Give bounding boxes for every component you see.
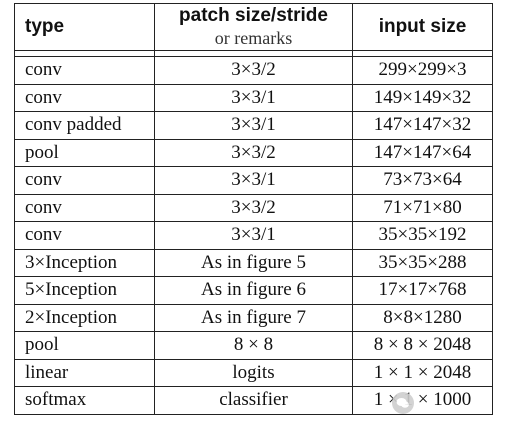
header-patch-line1: patch size/stride <box>179 5 328 26</box>
table-row: 2×Inception As in figure 7 8×8×1280 <box>14 304 493 332</box>
cell-type: conv <box>14 84 155 112</box>
cell-patch: As in figure 7 <box>154 304 353 332</box>
architecture-table: type patch size/stride or remarks input … <box>14 3 493 415</box>
cell-input: 299×299×3 <box>352 56 493 85</box>
cell-type: conv <box>14 166 155 195</box>
cell-patch: As in figure 6 <box>154 276 353 305</box>
cell-input: 147×147×64 <box>352 139 493 167</box>
table-row: pool 8 × 8 8 × 8 × 2048 <box>14 331 493 360</box>
cell-type: 5×Inception <box>14 276 155 305</box>
cell-patch: 3×3/1 <box>154 221 353 250</box>
cell-input: 73×73×64 <box>352 166 493 195</box>
architecture-table-container: type patch size/stride or remarks input … <box>14 3 493 415</box>
cell-patch: 3×3/1 <box>154 111 353 140</box>
table-row: softmax classifier 1 × 1 × 1000 <box>14 386 493 415</box>
cell-type: conv <box>14 56 155 85</box>
table-row: conv 3×3/1 73×73×64 <box>14 166 493 195</box>
wechat-icon <box>392 392 414 414</box>
header-type: type <box>14 3 155 51</box>
table-row: conv 3×3/1 149×149×32 <box>14 84 493 112</box>
cell-patch: 3×3/2 <box>154 194 353 222</box>
table-row: linear logits 1 × 1 × 2048 <box>14 359 493 387</box>
cell-patch: 3×3/2 <box>154 139 353 167</box>
table-row: 3×Inception As in figure 5 35×35×288 <box>14 249 493 277</box>
cell-patch: 3×3/1 <box>154 166 353 195</box>
cell-input: 35×35×288 <box>352 249 493 277</box>
cell-type: 2×Inception <box>14 304 155 332</box>
table-row: pool 3×3/2 147×147×64 <box>14 139 493 167</box>
cell-input: 149×149×32 <box>352 84 493 112</box>
table-row: conv 3×3/2 299×299×3 <box>14 56 493 85</box>
watermark-text: ⁠⁠⁠⁠⁠ ⁠ <box>418 396 422 410</box>
cell-patch: logits <box>154 359 353 387</box>
cell-input: 8×8×1280 <box>352 304 493 332</box>
cell-type: softmax <box>14 386 155 415</box>
cell-input: 8 × 8 × 2048 <box>352 331 493 360</box>
cell-input: 17×17×768 <box>352 276 493 305</box>
cell-patch: 8 × 8 <box>154 331 353 360</box>
table-header-row: type patch size/stride or remarks input … <box>14 3 493 51</box>
cell-type: pool <box>14 331 155 360</box>
table-row: conv padded 3×3/1 147×147×32 <box>14 111 493 140</box>
header-gap <box>14 50 493 57</box>
cell-input: 71×71×80 <box>352 194 493 222</box>
header-patch-size: patch size/stride or remarks <box>154 3 353 51</box>
cell-type: conv padded <box>14 111 155 140</box>
watermark: ⁠⁠⁠⁠⁠ ⁠ <box>392 389 502 417</box>
header-patch-line2: or remarks <box>214 28 293 48</box>
cell-patch: classifier <box>154 386 353 415</box>
cell-type: pool <box>14 139 155 167</box>
table-row: 5×Inception As in figure 6 17×17×768 <box>14 276 493 305</box>
header-input-size: input size <box>352 3 493 51</box>
cell-input: 1 × 1 × 2048 <box>352 359 493 387</box>
cell-patch: 3×3/1 <box>154 84 353 112</box>
table-row: conv 3×3/2 71×71×80 <box>14 194 493 222</box>
cell-type: conv <box>14 221 155 250</box>
cell-patch: 3×3/2 <box>154 56 353 85</box>
cell-patch: As in figure 5 <box>154 249 353 277</box>
cell-type: 3×Inception <box>14 249 155 277</box>
cell-type: conv <box>14 194 155 222</box>
cell-type: linear <box>14 359 155 387</box>
table-row: conv 3×3/1 35×35×192 <box>14 221 493 250</box>
cell-input: 147×147×32 <box>352 111 493 140</box>
cell-input: 35×35×192 <box>352 221 493 250</box>
